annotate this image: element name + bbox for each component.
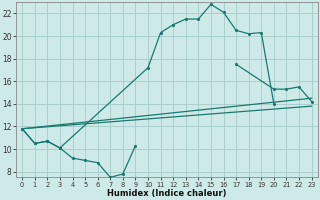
X-axis label: Humidex (Indice chaleur): Humidex (Indice chaleur) [107, 189, 227, 198]
